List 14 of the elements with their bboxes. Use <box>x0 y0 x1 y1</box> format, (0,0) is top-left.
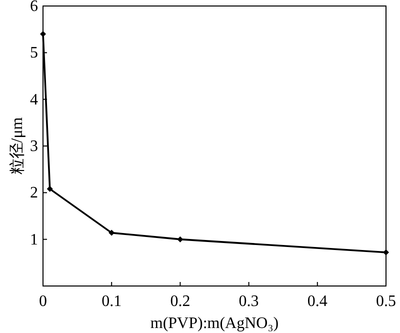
y-axis-title: 粒径/μm <box>9 116 26 175</box>
x-tick-label: 0.2 <box>170 293 190 310</box>
y-tick-label: 6 <box>30 0 38 15</box>
x-tick-label: 0.4 <box>307 293 328 310</box>
x-tick-label: 0.1 <box>102 293 122 310</box>
y-tick-label: 5 <box>30 44 38 62</box>
y-tick-label: 4 <box>30 91 38 108</box>
x-tick-label: 0 <box>39 293 47 310</box>
y-tick-label: 3 <box>30 138 38 155</box>
x-tick-label: 0.5 <box>376 293 396 310</box>
x-axis-title: m(PVP):m(AgNO₃) <box>150 315 279 332</box>
y-tick-label: 1 <box>30 231 38 248</box>
x-tick-label: 0.3 <box>238 293 259 310</box>
y-tick-label: 2 <box>30 184 38 202</box>
